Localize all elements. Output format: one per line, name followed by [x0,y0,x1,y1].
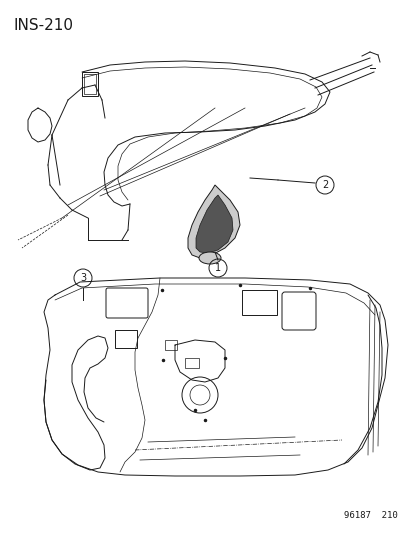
Polygon shape [188,185,240,258]
Text: 1: 1 [214,263,221,273]
Text: INS-210: INS-210 [14,18,74,33]
Polygon shape [195,195,233,253]
Ellipse shape [199,252,221,264]
Bar [84,74,96,94]
Bar [242,290,276,315]
Bar [185,358,199,368]
Bar [165,340,177,350]
Text: 2: 2 [321,180,328,190]
Bar [115,330,137,348]
Text: 96187  210: 96187 210 [344,511,397,520]
Text: 3: 3 [80,273,86,283]
Bar [82,72,98,96]
